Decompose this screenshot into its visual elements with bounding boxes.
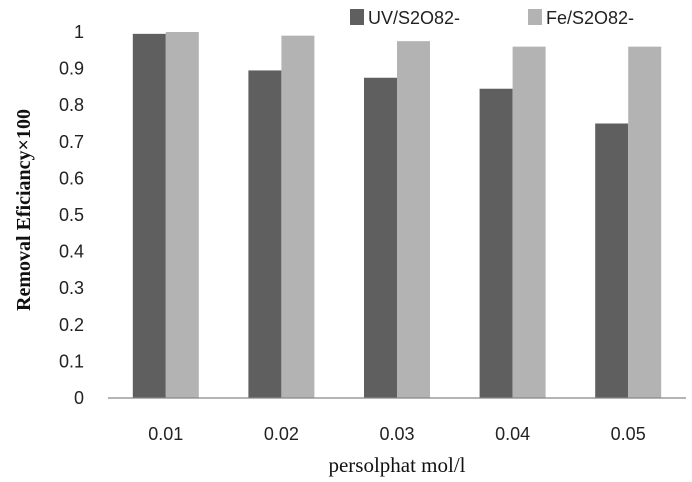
y-tick-label: 0.1 <box>59 351 84 371</box>
bar-fe-0.01 <box>165 32 199 398</box>
bar-uv-0.03 <box>364 77 397 398</box>
bar-fe-0.03 <box>397 41 430 399</box>
y-tick-label: 0.5 <box>59 205 84 225</box>
x-tick-label: 0.02 <box>264 424 299 444</box>
y-tick-label: 1 <box>74 22 84 42</box>
x-axis-title: persolphat mol/l <box>328 453 465 477</box>
y-tick-label: 0.6 <box>59 168 84 188</box>
y-tick-label: 0.2 <box>59 315 84 335</box>
y-tick-label: 0.9 <box>59 59 84 79</box>
y-tick-label: 0.8 <box>59 95 84 115</box>
x-tick-label: 0.04 <box>495 424 530 444</box>
x-tick-label: 0.05 <box>611 424 646 444</box>
bars <box>132 32 662 399</box>
legend-swatch-uv <box>350 9 364 25</box>
x-tick-label: 0.03 <box>379 424 414 444</box>
bar-uv-0.04 <box>479 88 513 398</box>
y-tick-label: 0 <box>74 388 84 408</box>
legend: UV/S2O82- Fe/S2O82- <box>350 8 634 28</box>
legend-label-uv: UV/S2O82- <box>368 8 460 28</box>
bar-fe-0.02 <box>281 35 315 398</box>
y-tick-label: 0.4 <box>59 242 84 262</box>
legend-swatch-fe <box>528 9 542 25</box>
y-tick-label: 0.7 <box>59 132 84 152</box>
bar-uv-0.02 <box>248 70 282 399</box>
x-tick-label: 0.01 <box>148 424 183 444</box>
y-tick-label: 0.3 <box>59 278 84 298</box>
legend-label-fe: Fe/S2O82- <box>546 8 634 28</box>
x-axis-ticks: 0.01 0.02 0.03 0.04 0.05 <box>148 424 645 444</box>
y-axis-title: Removal Eficiancy×100 <box>13 109 35 311</box>
y-axis-ticks: 0 0.1 0.2 0.3 0.4 0.5 0.6 0.7 0.8 0.9 1 <box>59 22 84 408</box>
bar-uv-0.05 <box>595 123 629 398</box>
bar-fe-0.04 <box>512 46 546 398</box>
bar-uv-0.01 <box>132 33 166 399</box>
bar-fe-0.05 <box>628 46 662 398</box>
